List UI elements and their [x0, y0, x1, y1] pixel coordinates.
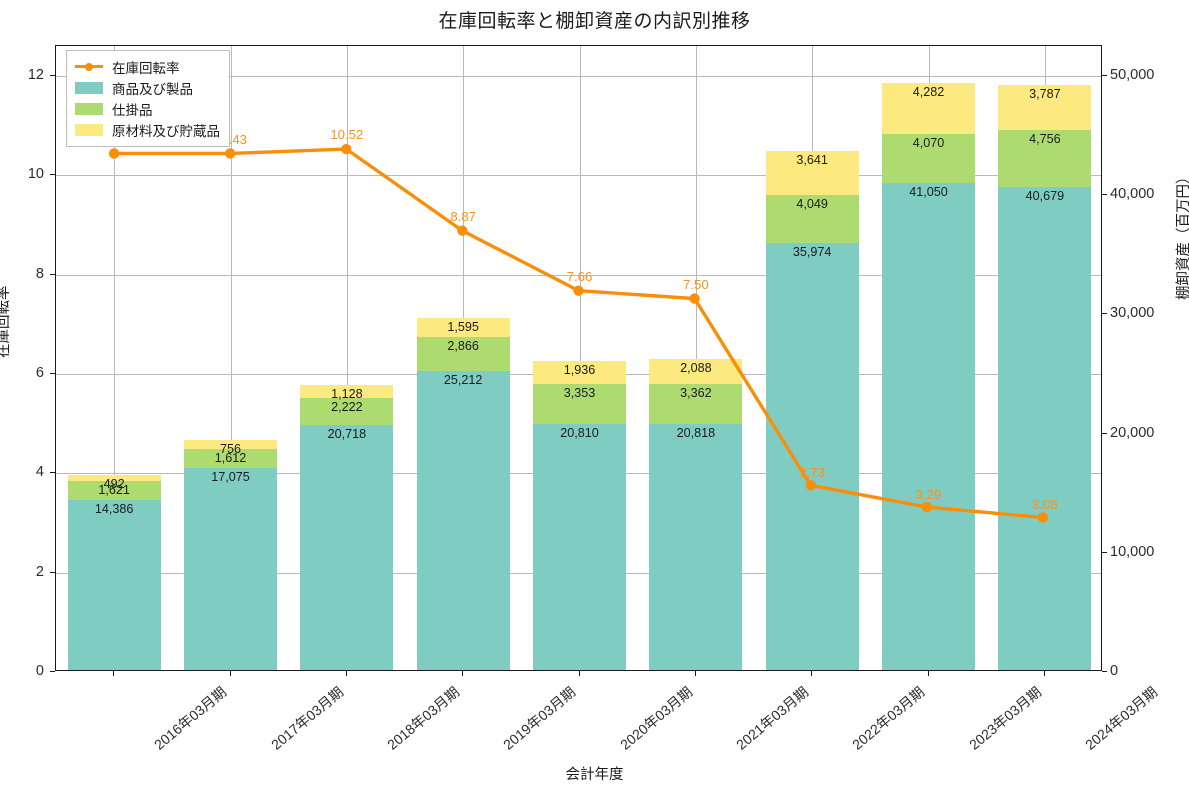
- y-axis-right-tick-mark: [1102, 74, 1107, 76]
- x-axis-tick-mark: [229, 671, 231, 676]
- legend-item[interactable]: 在庫回転率: [75, 56, 220, 77]
- line-path: [112, 147, 1045, 520]
- bar-segment[interactable]: 25,212: [416, 371, 510, 670]
- plot-area: 14,386 1,621 492 17,075 1,612 756 20,718 2,222 1…: [55, 45, 1102, 671]
- legend-item-label: 原材料及び貯蔵品: [112, 123, 220, 139]
- legend-item[interactable]: 原材料及び貯蔵品: [75, 119, 220, 140]
- legend-item[interactable]: 商品及び製品: [75, 77, 220, 98]
- line-marker[interactable]: [573, 285, 584, 296]
- y-axis-right-tick-label: 20,000: [1110, 424, 1155, 441]
- x-axis-tick-mark: [927, 671, 929, 676]
- gridline-horizontal: [56, 75, 1101, 77]
- bar-segment[interactable]: 4,070: [881, 133, 976, 183]
- x-axis-tick-mark: [462, 671, 464, 676]
- line-value-label: 3.73: [799, 464, 825, 480]
- y-axis-left-tick-mark: [50, 472, 55, 474]
- bar-segment[interactable]: 40,679: [998, 186, 1092, 670]
- plot-inner: 14,386 1,621 492 17,075 1,612 756 20,718 2,222 1…: [56, 46, 1101, 670]
- y-axis-left-title: 在庫回転率: [0, 285, 12, 359]
- x-axis-tick-mark: [578, 671, 580, 676]
- gridline-horizontal: [56, 175, 1101, 177]
- line-value-label: 3.29: [915, 486, 942, 502]
- legend-color-swatch: [75, 123, 103, 136]
- y-axis-right-tick-label: 10,000: [1110, 543, 1155, 560]
- x-axis-tick-label: 2019年03月期: [500, 683, 579, 753]
- line-value-label: 10.52: [330, 127, 364, 143]
- x-axis-tick-mark: [345, 671, 348, 676]
- y-axis-right-tick-mark: [1102, 194, 1107, 196]
- y-axis-left-tick-mark: [50, 174, 55, 176]
- line-marker[interactable]: [805, 480, 816, 491]
- x-axis-tick-label: 2021年03月期: [732, 683, 812, 753]
- y-axis-right-tick-mark: [1102, 671, 1107, 673]
- line-marker[interactable]: [108, 148, 120, 159]
- x-axis-tick-label: 2016年03月期: [151, 683, 230, 753]
- gridline-vertical: [579, 46, 581, 670]
- gridline-vertical: [230, 46, 232, 670]
- y-axis-left-tick-mark: [50, 74, 55, 76]
- x-axis-tick-label: 2018年03月期: [383, 683, 463, 753]
- y-axis-left-tick-label: 0: [35, 663, 44, 679]
- chart-title: 在庫回転率と棚卸資産の内訳別推移: [438, 11, 751, 32]
- x-axis-tick-mark: [694, 671, 697, 676]
- y-axis-right-tick-label: 50,000: [1110, 66, 1155, 83]
- line-marker[interactable]: [921, 501, 933, 513]
- x-axis-tick-mark: [811, 671, 813, 676]
- y-axis-right-tick-label: 0: [1110, 663, 1119, 679]
- line-value-label: 7.66: [566, 269, 593, 285]
- x-axis-tick-label: 2017年03月期: [267, 683, 346, 753]
- y-axis-left-tick-mark: [50, 372, 55, 375]
- x-axis-tick-label: 2022年03月期: [849, 683, 928, 753]
- x-axis-title: 会計年度: [565, 767, 624, 783]
- line-marker[interactable]: [224, 148, 236, 159]
- gridline-vertical: [114, 46, 116, 670]
- legend-item-label: 仕掛品: [112, 102, 153, 118]
- gridline-vertical: [695, 46, 697, 670]
- line-marker[interactable]: [689, 293, 700, 304]
- y-axis-right-tick-mark: [1102, 432, 1107, 434]
- y-axis-left-tick-mark: [50, 671, 55, 673]
- line-marker[interactable]: [341, 143, 352, 155]
- x-axis-tick-mark: [1043, 671, 1046, 676]
- y-axis-right-tick-mark: [1102, 313, 1107, 315]
- y-axis-left-tick-mark: [50, 571, 55, 573]
- bar-segment[interactable]: 35,974: [765, 243, 859, 670]
- y-axis-left-tick-mark: [50, 273, 55, 275]
- line-value-label: 3.08: [1031, 496, 1058, 512]
- line-series-svg: [108, 143, 1049, 523]
- y-axis-left-tick-label: 10: [27, 166, 44, 183]
- y-axis-right-tick-mark: [1102, 551, 1107, 553]
- line-marker[interactable]: [457, 225, 468, 236]
- legend-color-swatch: [75, 102, 103, 115]
- y-axis-left-tick-label: 2: [35, 563, 44, 580]
- legend-item-label: 在庫回転率: [112, 60, 180, 76]
- y-axis-left-tick-label: 4: [35, 464, 44, 481]
- gridline-vertical: [346, 46, 348, 670]
- y-axis-left-tick-label: 8: [35, 265, 44, 282]
- legend: 在庫回転率商品及び製品 仕掛品原材料及び貯蔵品: [66, 50, 230, 147]
- y-axis-right-tick-label: 30,000: [1110, 305, 1155, 322]
- x-axis-tick-label: 2024年03月期: [1081, 683, 1161, 753]
- bar-segment[interactable]: 20,810: [532, 423, 627, 670]
- bar-segment[interactable]: 20,818: [649, 423, 743, 670]
- y-axis-left-tick-label: 12: [27, 66, 44, 83]
- x-axis-tick-label: 2023年03月期: [965, 683, 1044, 753]
- line-value-label: 7.50: [682, 277, 709, 293]
- gridline-horizontal: [56, 274, 1101, 276]
- line-value-label: 8.87: [450, 209, 476, 225]
- x-axis-tick-label: 2020年03月期: [616, 683, 695, 753]
- legend-item-label: 商品及び製品: [112, 81, 193, 97]
- legend-color-swatch: [75, 81, 103, 94]
- x-axis-tick-mark: [113, 671, 115, 676]
- bar-segment[interactable]: 20,718: [300, 424, 394, 670]
- legend-item[interactable]: 仕掛品: [75, 98, 220, 119]
- y-axis-left-tick-label: 6: [35, 364, 44, 381]
- legend-line-marker-icon: [75, 61, 103, 73]
- y-axis-right-tick-label: 40,000: [1110, 186, 1155, 203]
- line-marker[interactable]: [1037, 512, 1049, 523]
